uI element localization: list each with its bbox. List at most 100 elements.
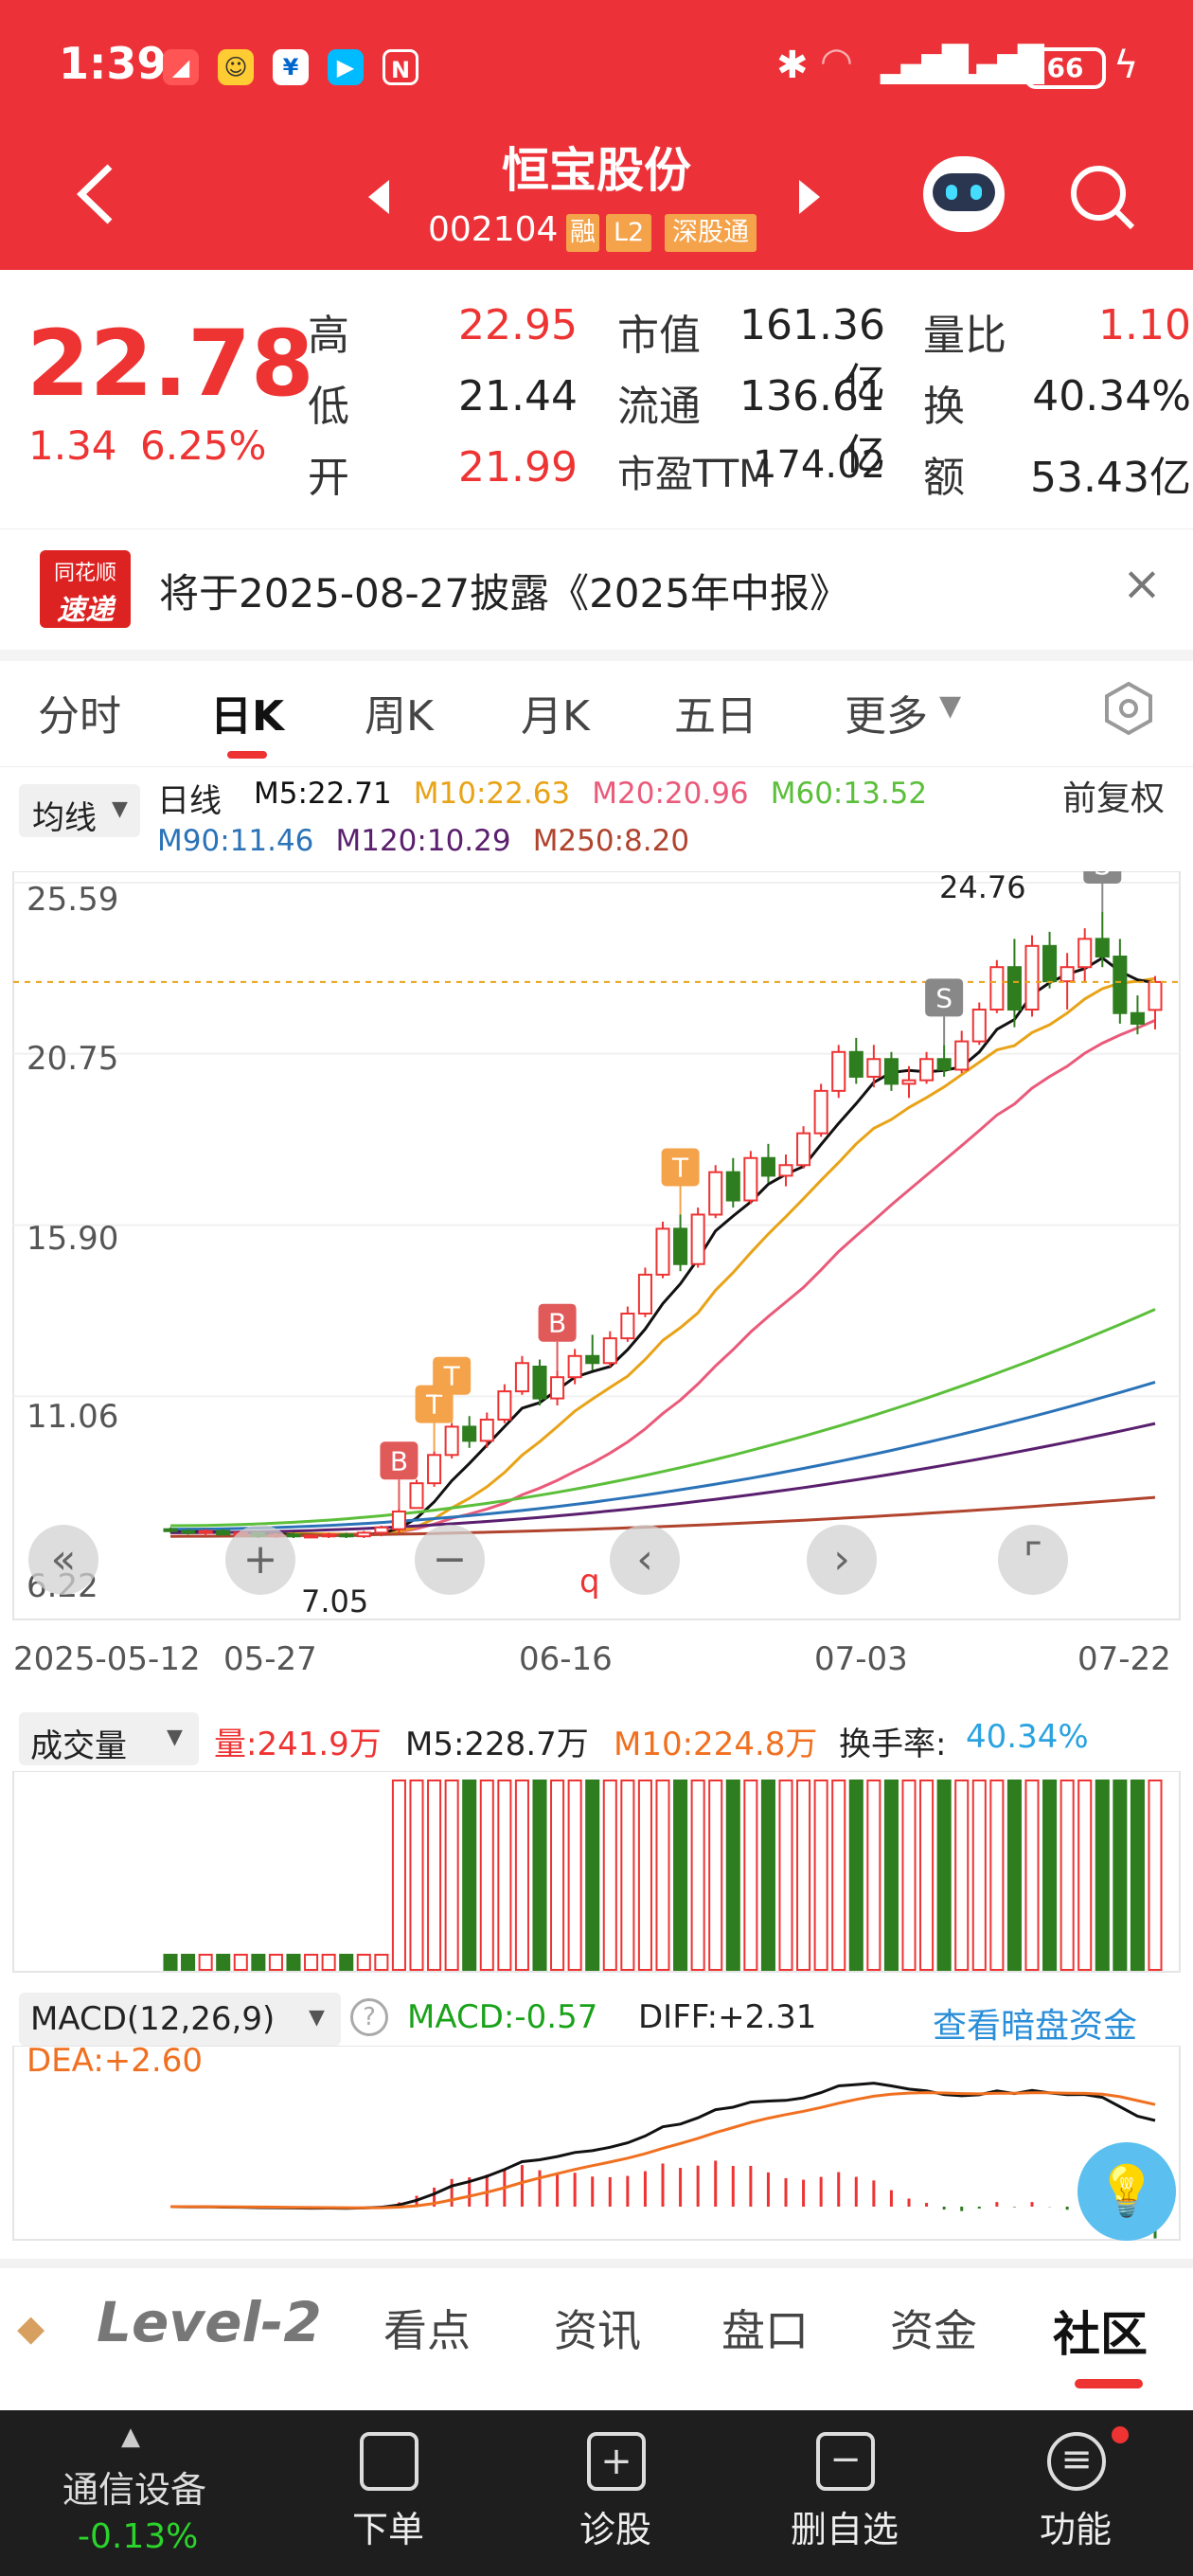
price-change: 1.34: [28, 422, 117, 469]
y-tick: 25.59: [27, 881, 119, 919]
status-time: 1:39: [59, 38, 168, 89]
zoom-out-icon[interactable]: −: [415, 1525, 485, 1595]
macd-chart: [12, 2046, 1181, 2241]
tab-weekly-k[interactable]: 周K: [365, 692, 434, 741]
price-change-pct: 6.25%: [140, 422, 267, 469]
tab-news[interactable]: 资讯: [554, 2305, 641, 2356]
tab-five-day[interactable]: 五日: [674, 692, 757, 741]
candle-body: [444, 1425, 459, 1457]
candle-body: [673, 1227, 688, 1265]
diamond-icon: ◆: [17, 2307, 45, 2349]
close-icon[interactable]: ×: [1122, 556, 1162, 611]
volume-bar: [550, 1780, 565, 1971]
ma20-label: M20:20.96: [592, 777, 749, 811]
dark-pool-link[interactable]: 查看暗盘资金: [933, 2007, 1138, 2046]
bluetooth-icon: ✱: [776, 44, 809, 87]
notice-bar[interactable]: 同花顺 速递 将于2025-08-27披露《2025年中报》 ×: [0, 528, 1193, 652]
volume-bar: [971, 1780, 987, 1971]
tab-community[interactable]: 社区: [1053, 2307, 1148, 2362]
volume-bar: [198, 1954, 213, 1971]
volume-bar: [286, 1954, 301, 1971]
candle-body: [550, 1376, 565, 1400]
prev-icon[interactable]: ‹: [610, 1525, 680, 1595]
sector-name[interactable]: 通信设备: [62, 2469, 207, 2511]
charging-icon: ϟ: [1113, 44, 1139, 87]
ma-selector[interactable]: 均线 ▼: [19, 784, 140, 837]
trade-marker-text: T: [425, 1389, 443, 1421]
next-icon[interactable]: ›: [807, 1525, 877, 1595]
help-icon[interactable]: ?: [350, 1998, 388, 2036]
volume-bar: [637, 1780, 652, 1971]
candle-body: [883, 1058, 899, 1085]
pe-label: 市盈TTM: [617, 453, 772, 496]
volume-bar: [321, 1954, 336, 1971]
volume-bar: [497, 1780, 512, 1971]
volume-bar: [655, 1780, 670, 1971]
tab-monthly-k[interactable]: 月K: [521, 692, 590, 741]
tab-daily-k[interactable]: 日K: [210, 692, 285, 741]
trade-marker-text: B: [390, 1445, 408, 1476]
search-icon[interactable]: [1068, 163, 1138, 233]
candle-body: [585, 1354, 600, 1365]
news-logo: 同花顺 速递: [40, 550, 131, 628]
float-cap-value: 136.61亿: [739, 372, 885, 479]
robot-assistant-icon[interactable]: [923, 156, 1005, 232]
ma60-line: [169, 1308, 1156, 1528]
volume-bar: [989, 1780, 1005, 1971]
candle-body: [690, 1213, 705, 1265]
volume-selector[interactable]: 成交量 ▼: [19, 1712, 199, 1765]
y-tick: 11.06: [27, 1398, 119, 1436]
volume-bar: [216, 1954, 231, 1971]
ma10-label: M10:22.63: [413, 777, 571, 811]
candle-body: [356, 1531, 371, 1538]
remove-watchlist-icon: −: [816, 2432, 875, 2491]
back-icon[interactable]: [72, 161, 119, 227]
mkt-cap-label: 市值: [617, 312, 701, 360]
footer-diagnose[interactable]: 诊股: [579, 2509, 651, 2550]
candle-body: [497, 1390, 512, 1421]
ma60-label: M60:13.52: [770, 777, 928, 811]
volume-bar: [1042, 1780, 1058, 1971]
tab-more[interactable]: 更多: [845, 692, 928, 741]
kline-chart[interactable]: BTTBTSS: [0, 871, 1193, 1629]
macd-selector[interactable]: MACD(12,26,9) ▼: [19, 1993, 341, 2046]
settings-hexagon-icon[interactable]: [1100, 680, 1157, 737]
tab-intraday[interactable]: 分时: [38, 692, 121, 741]
vol-ratio-value: 1.10: [1098, 301, 1191, 349]
candle-body: [286, 1533, 301, 1538]
tab-funds[interactable]: 资金: [890, 2305, 977, 2356]
footer-remove-watchlist[interactable]: 删自选: [790, 2509, 899, 2550]
turnover-label: 换: [923, 383, 965, 431]
margin-tag: 融: [566, 214, 599, 252]
high-marker-label: 24.76: [939, 869, 1026, 905]
candle-body: [1042, 944, 1058, 983]
volume-bar: [1148, 1780, 1163, 1971]
fullscreen-icon[interactable]: ⌜: [998, 1525, 1068, 1595]
high-value: 22.95: [458, 301, 578, 349]
tab-highlights[interactable]: 看点: [383, 2305, 471, 2356]
footer-function[interactable]: 功能: [1039, 2509, 1112, 2550]
zoom-in-icon[interactable]: +: [225, 1525, 295, 1595]
footer-order[interactable]: 下单: [351, 2509, 424, 2550]
candle-body: [989, 966, 1005, 1011]
sz-connect-tag: 深股通: [665, 214, 757, 252]
volume-bar: [919, 1780, 935, 1971]
scroll-left-icon[interactable]: «: [28, 1525, 98, 1595]
adjust-mode[interactable]: 前复权: [1062, 779, 1166, 818]
prev-stock-icon[interactable]: [365, 178, 393, 216]
lightbulb-icon[interactable]: 💡: [1077, 2142, 1176, 2241]
candle-body: [1095, 938, 1110, 958]
trade-marker-text: B: [548, 1308, 566, 1339]
active-tab-indicator: [1075, 2379, 1143, 2388]
candle-body: [708, 1171, 723, 1216]
volume-bar: [813, 1780, 828, 1971]
trade-marker: [925, 978, 964, 1017]
next-stock-icon[interactable]: [795, 178, 824, 216]
macd-value: MACD:-0.57: [407, 1998, 598, 2036]
period-label: 日线: [157, 782, 222, 820]
tab-order-book[interactable]: 盘口: [721, 2305, 809, 2356]
volume-bar: [585, 1780, 600, 1971]
app-icon-2: ☺: [218, 49, 254, 85]
news-logo-top: 同花顺: [53, 562, 116, 585]
tab-level2[interactable]: Level-2: [97, 2290, 322, 2354]
